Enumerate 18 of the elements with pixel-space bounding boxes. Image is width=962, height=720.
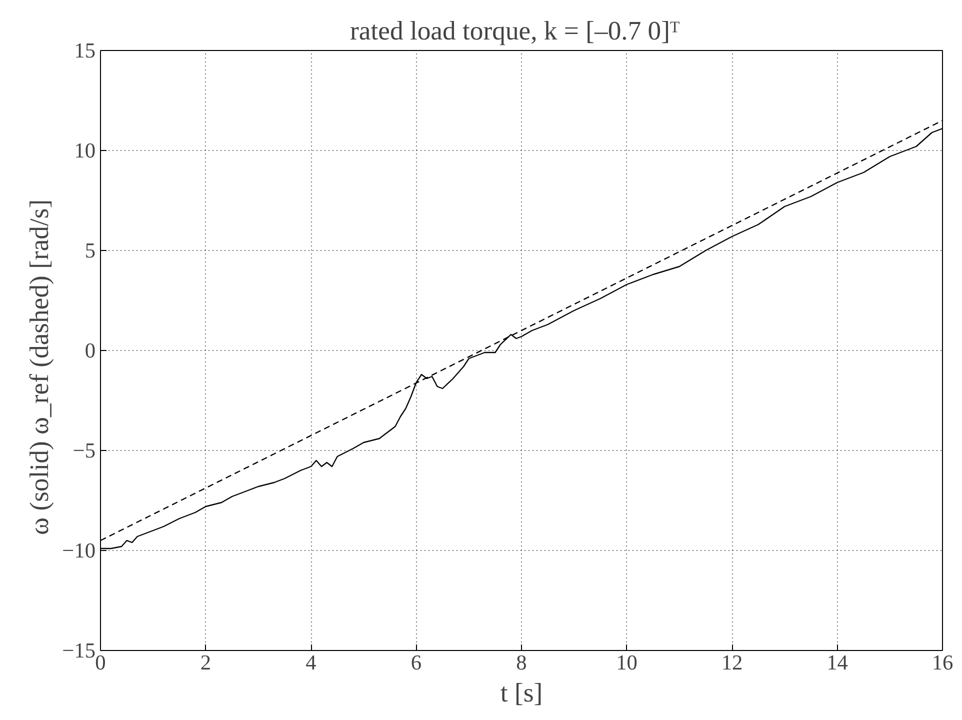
x-tick-label: 2 (200, 650, 212, 674)
x-tick-label: 10 (616, 650, 638, 674)
x-tick-label: 12 (721, 650, 743, 674)
y-tick-label: −10 (62, 538, 96, 562)
y-tick-label: 5 (84, 238, 96, 262)
x-tick-label: 6 (410, 650, 422, 674)
y-tick-label: 10 (74, 138, 96, 162)
y-tick-label: −15 (62, 638, 96, 662)
x-tick-label: 16 (932, 650, 954, 674)
x-tick-label: 8 (516, 650, 527, 674)
chart-title: rated load torque, k = [–0.7 0]ᵀ (350, 16, 680, 46)
y-axis-title: ω (solid) ω_ref (dashed) [rad/s] (24, 199, 54, 535)
x-axis-title: t [s] (500, 678, 543, 708)
x-tick-label: 14 (826, 650, 848, 674)
y-tick-label: −5 (72, 438, 96, 462)
y-tick-label: 0 (84, 338, 96, 362)
x-tick-label: 4 (306, 650, 317, 674)
y-tick-label: 15 (74, 38, 96, 62)
